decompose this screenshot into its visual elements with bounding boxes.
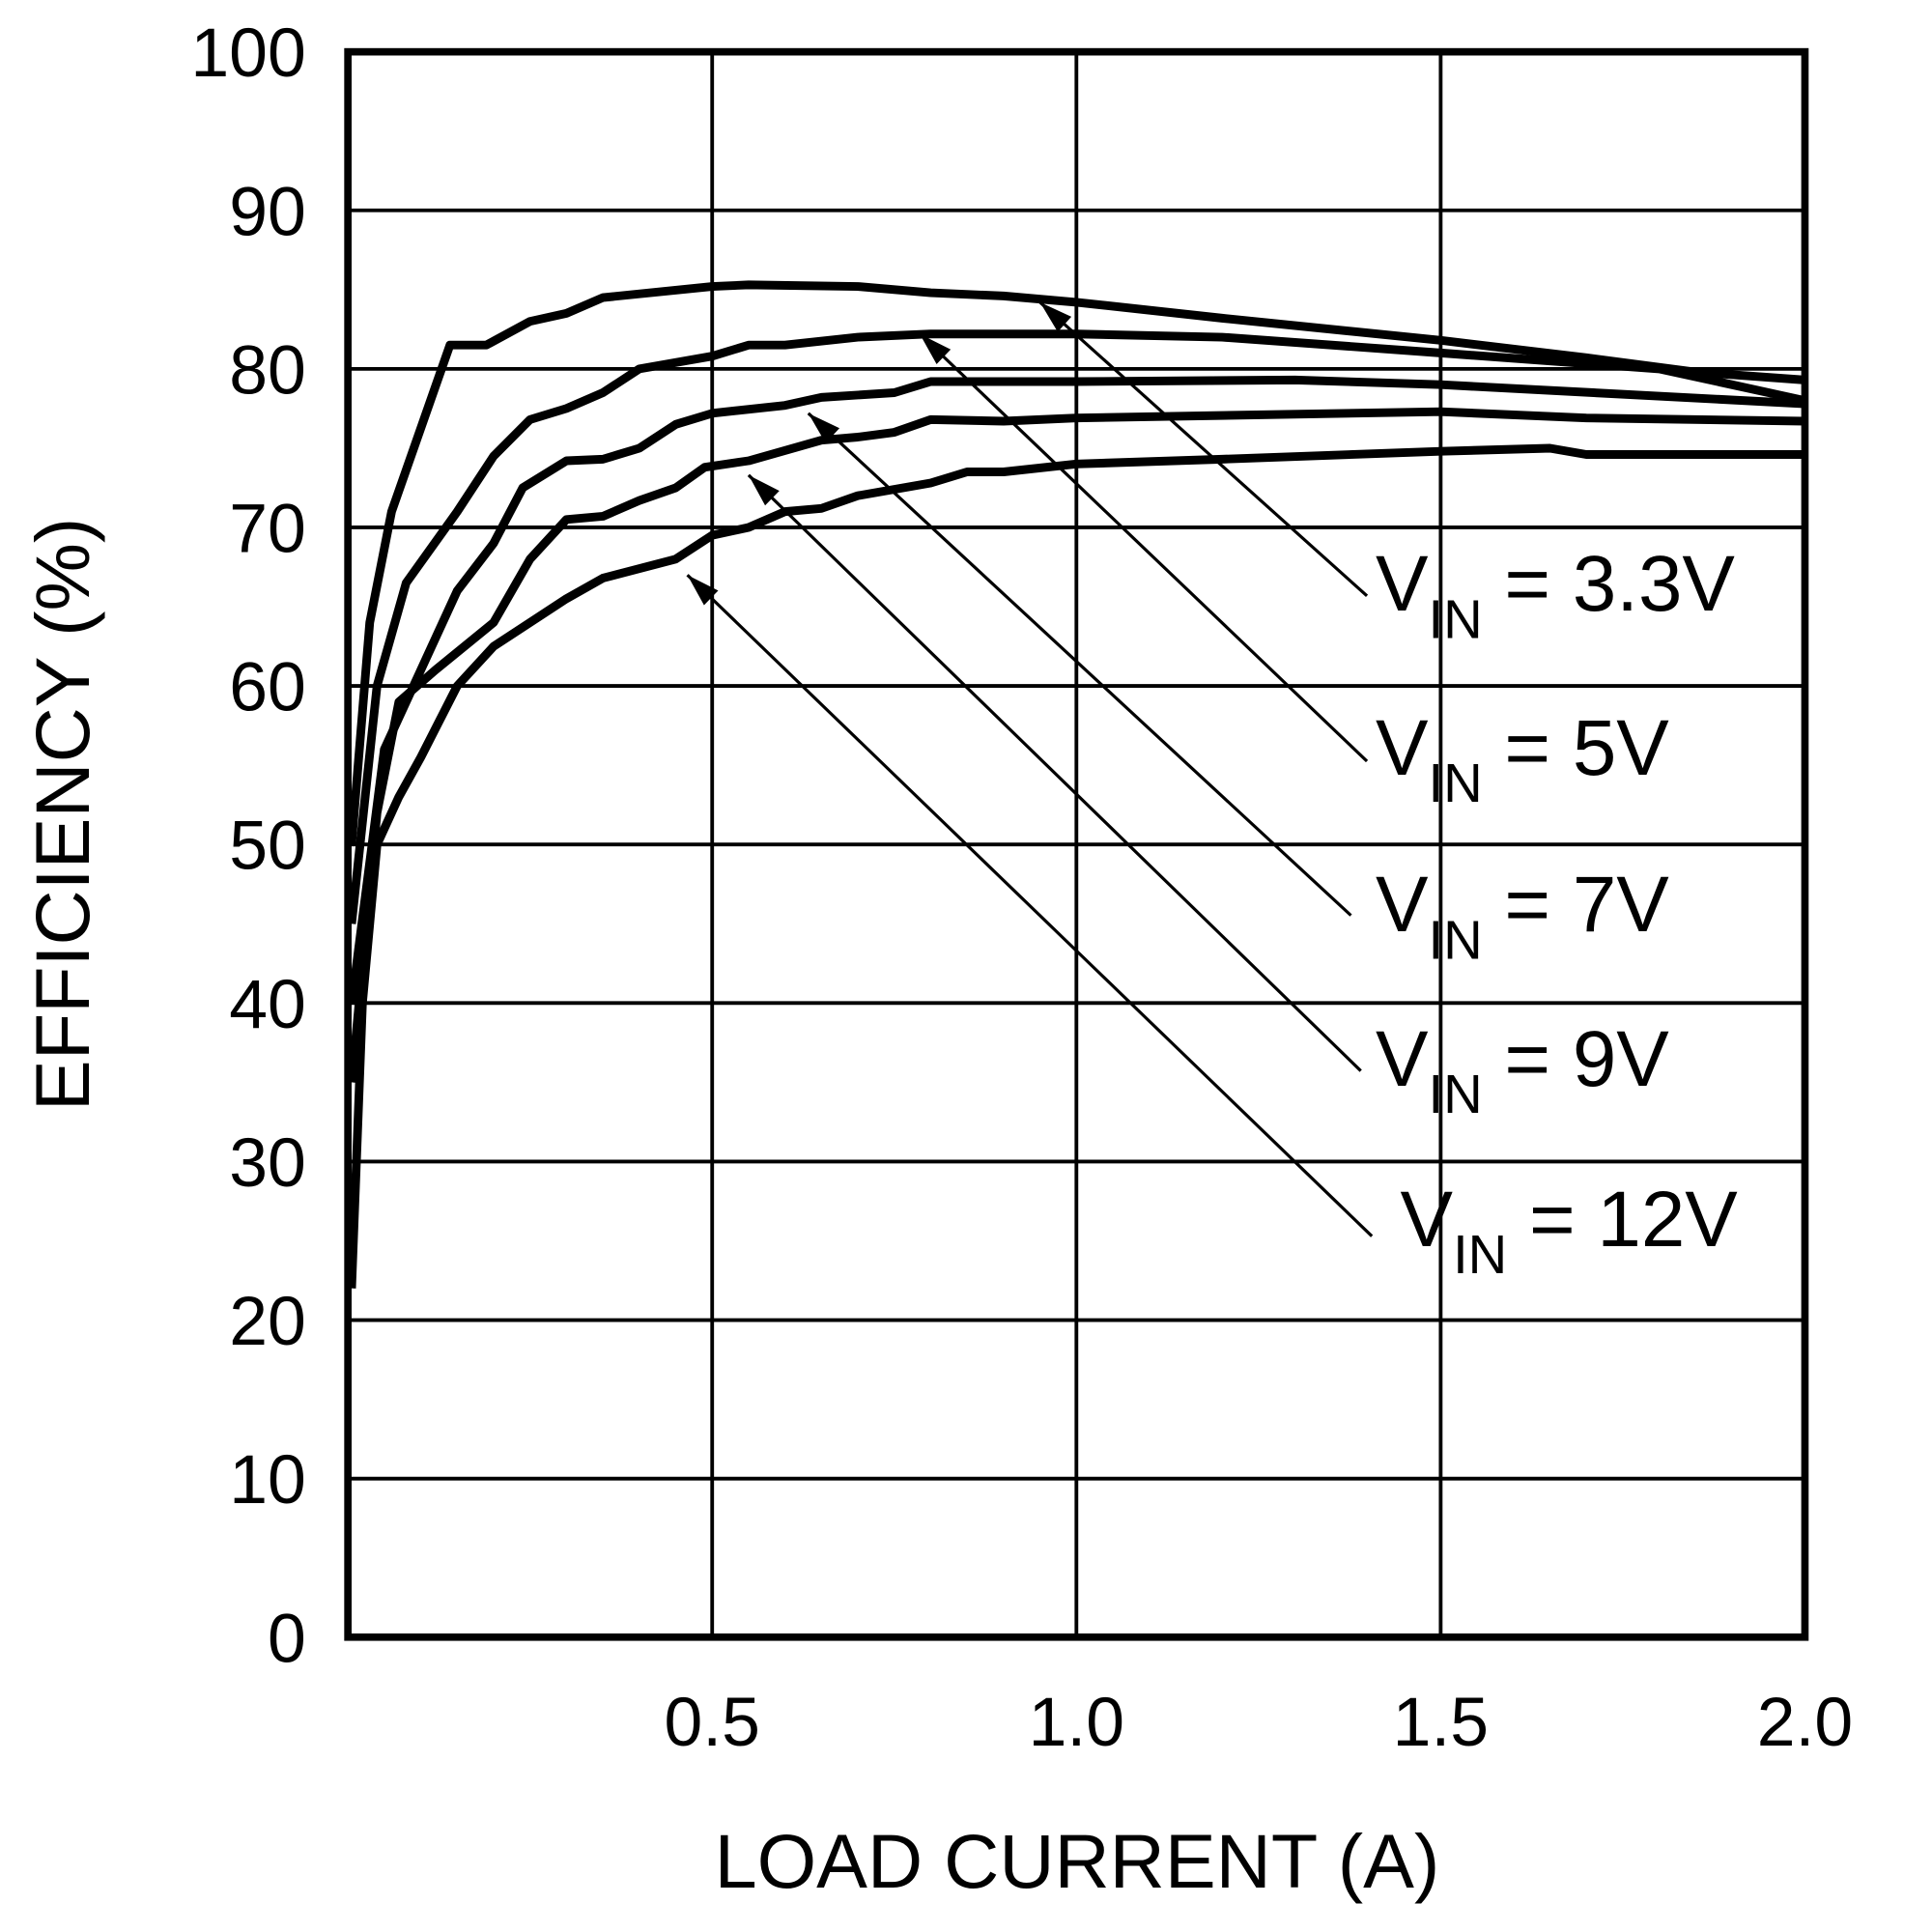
leader-line [686, 574, 1374, 1237]
x-axis-label: LOAD CURRENT (A) [715, 1818, 1440, 1904]
y-tick-label: 70 [229, 491, 306, 568]
annotations: VIN = 3.3V VIN = 5V VIN = 7V VIN = 9V VIN = … [686, 300, 1739, 1285]
y-tick-label: 0 [268, 1600, 306, 1677]
arrowhead-icon [1039, 301, 1072, 332]
series-label: VIN = 9V [1376, 1015, 1669, 1124]
arrowhead-icon [808, 412, 840, 443]
y-tick-label: 80 [229, 331, 306, 409]
x-tick-label: 1.5 [1393, 1684, 1489, 1761]
arrowhead-icon [687, 575, 719, 606]
series-label: VIN = 5V [1376, 704, 1669, 813]
series-line [347, 443, 1805, 1289]
x-tick-label: 1.0 [1029, 1684, 1124, 1761]
y-tick-label: 40 [229, 966, 306, 1043]
y-axis-label: EFFICIENCY (%) [19, 518, 105, 1111]
y-tick-label: 10 [229, 1441, 306, 1519]
series-lines [347, 280, 1806, 1289]
y-tick-label: 60 [229, 649, 306, 726]
y-tick-label: 100 [190, 14, 305, 92]
y-tick-label: 20 [229, 1283, 306, 1360]
leader-line [1038, 300, 1369, 598]
leader-line [919, 332, 1369, 763]
tick-labels: 0 10 20 30 40 50 60 70 80 90 100 0.5 1.0 1.5 2.0 [190, 14, 1853, 1761]
grid [348, 49, 1807, 1639]
series-line [347, 375, 1805, 1004]
plot-frame [344, 47, 1809, 1641]
series-label: VIN = 3.3V [1376, 540, 1735, 649]
leader-line [807, 412, 1352, 917]
series-label: VIN = 12V [1401, 1176, 1739, 1285]
y-tick-label: 90 [229, 173, 306, 250]
series-line [347, 329, 1806, 924]
y-tick-label: 30 [229, 1124, 306, 1202]
arrowhead-icon [920, 333, 952, 364]
leader-line [747, 473, 1362, 1072]
series-label: VIN = 7V [1376, 861, 1669, 970]
series-line [347, 280, 1805, 845]
arrowhead-icon [748, 474, 780, 506]
x-tick-label: 2.0 [1757, 1684, 1853, 1761]
x-tick-label: 0.5 [665, 1684, 760, 1761]
series-line [347, 407, 1805, 1083]
y-tick-label: 50 [229, 808, 306, 885]
